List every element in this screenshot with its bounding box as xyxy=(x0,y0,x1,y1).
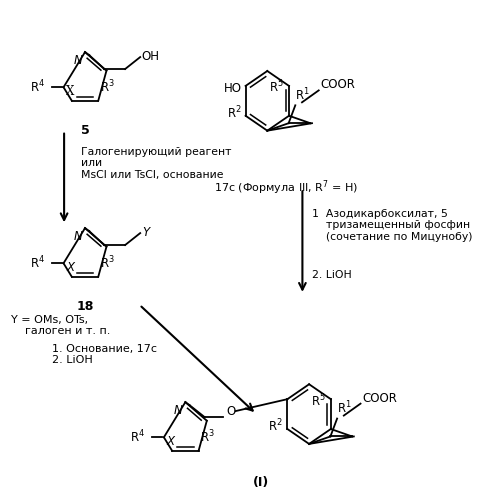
Text: O: O xyxy=(226,404,236,417)
Text: Галогенирующий реагент
или
MsCl или TsCl, основание: Галогенирующий реагент или MsCl или TsCl… xyxy=(81,147,231,180)
Text: Y: Y xyxy=(143,226,149,238)
Text: HO: HO xyxy=(223,82,241,96)
Text: N: N xyxy=(73,230,83,243)
Text: 17c (Формула III, R$^7$ = H): 17c (Формула III, R$^7$ = H) xyxy=(213,178,357,197)
Text: OH: OH xyxy=(142,50,159,62)
Text: R$^4$: R$^4$ xyxy=(130,429,145,446)
Text: N: N xyxy=(73,54,83,67)
Text: COOR: COOR xyxy=(361,392,396,404)
Text: R$^5$: R$^5$ xyxy=(310,392,325,409)
Text: R$^1$: R$^1$ xyxy=(295,86,310,104)
Text: 1. Основание, 17c
2. LiOH: 1. Основание, 17c 2. LiOH xyxy=(51,344,156,365)
Text: 5: 5 xyxy=(81,124,89,136)
Text: R$^2$: R$^2$ xyxy=(226,104,241,121)
Text: N: N xyxy=(174,404,182,417)
Text: R$^2$: R$^2$ xyxy=(268,418,283,434)
Text: Y = OMs, OTs,
    галоген и т. п.: Y = OMs, OTs, галоген и т. п. xyxy=(12,314,110,336)
Text: 1  Азодикарбоксилат, 5
    тризамещенный фосфин
    (сочетание по Мицунобу): 1 Азодикарбоксилат, 5 тризамещенный фосф… xyxy=(312,208,472,242)
Text: X: X xyxy=(66,260,74,274)
Text: R$^4$: R$^4$ xyxy=(30,255,45,272)
Text: 18: 18 xyxy=(76,300,94,312)
Text: R$^1$: R$^1$ xyxy=(336,400,351,416)
Text: 2. LiOH: 2. LiOH xyxy=(312,270,351,280)
Text: COOR: COOR xyxy=(320,78,355,92)
Text: R$^3$: R$^3$ xyxy=(200,429,215,446)
Text: (I): (I) xyxy=(252,476,268,488)
Text: R$^3$: R$^3$ xyxy=(100,255,115,272)
Text: X: X xyxy=(66,84,74,98)
Text: R$^3$: R$^3$ xyxy=(100,79,115,96)
Text: R$^5$: R$^5$ xyxy=(268,79,283,96)
Text: X: X xyxy=(166,434,174,448)
Text: R$^4$: R$^4$ xyxy=(30,79,45,96)
